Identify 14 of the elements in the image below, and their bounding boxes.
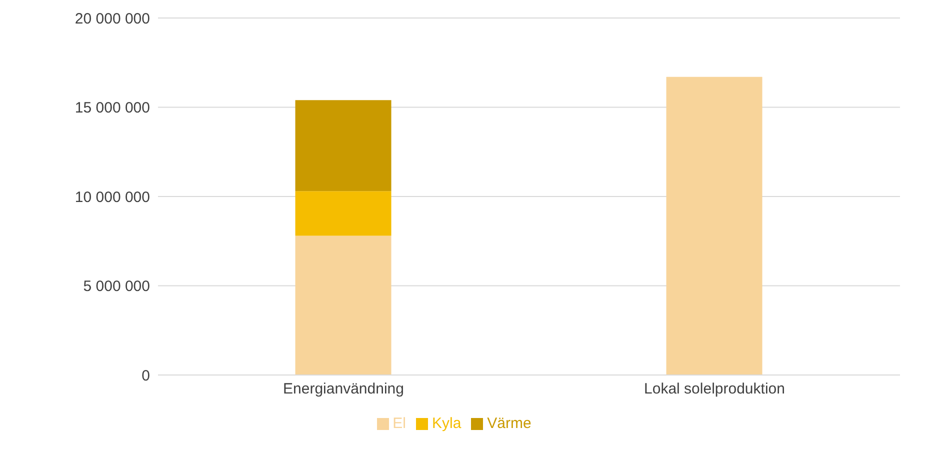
bar [666,76,762,375]
legend-label: Kyla [432,415,462,432]
x-tick-label: Lokal solelproduktion [644,380,785,398]
y-tick-label: 0 [142,367,150,384]
x-tick-label: Energianvändning [283,380,404,398]
y-tick-label: 5 000 000 [83,278,150,296]
y-tick-label: 15 000 000 [74,100,150,117]
y-tick-label: 20 000 000 [74,10,150,28]
legend-label: Värme [487,415,532,432]
legend-label: El [392,415,406,432]
bar [295,236,392,375]
bar [295,100,392,192]
bar [295,191,392,236]
y-tick-label: 10 000 000 [74,188,150,206]
